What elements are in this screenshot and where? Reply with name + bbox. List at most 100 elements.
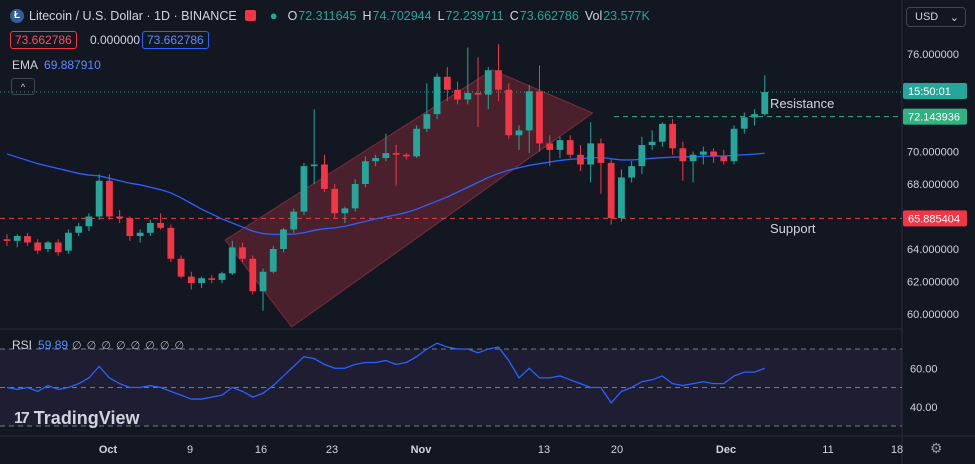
candle-body — [689, 154, 697, 162]
candle-body — [228, 247, 236, 274]
candle-body — [269, 249, 277, 272]
candle-body — [648, 141, 656, 145]
candle-body — [136, 232, 144, 236]
candle-body — [75, 226, 83, 233]
candle-body — [187, 276, 195, 284]
chevron-down-icon: ⌄ — [949, 11, 959, 24]
candle-body — [290, 211, 298, 230]
candle-body — [280, 229, 287, 249]
candle-body — [44, 242, 52, 249]
volume-label: Vol — [584, 8, 603, 23]
candle-body — [351, 184, 359, 209]
close-value: 73.662786 — [519, 8, 579, 23]
candle-body — [618, 177, 625, 219]
candle-body — [239, 247, 246, 259]
rsi-tick-label: 60.00 — [910, 363, 938, 375]
x-tick-label: 23 — [326, 444, 338, 456]
candle-body — [587, 143, 595, 165]
candle-body — [106, 180, 113, 217]
countdown-label: 15:50:01 — [908, 86, 951, 98]
x-tick-label: 20 — [611, 444, 623, 456]
currency-label: USD — [915, 11, 939, 23]
candle-body — [546, 143, 554, 150]
x-tick-label: 9 — [187, 444, 193, 456]
candle-body — [341, 208, 349, 214]
sell-price-button[interactable]: 73.662786 — [10, 31, 77, 49]
rsi-tick-label: 40.00 — [910, 402, 938, 414]
candle-body — [218, 273, 226, 280]
candle-body — [198, 278, 205, 284]
candle-body — [679, 148, 687, 162]
candle-body — [13, 236, 21, 241]
brand-name: TradingView — [33, 408, 140, 428]
ema-legend[interactable]: EMA 69.887910 — [12, 58, 101, 72]
litecoin-icon: Ł — [10, 8, 24, 23]
ema-value: 69.887910 — [44, 58, 101, 72]
open-value: 72.311645 — [298, 8, 357, 23]
candle-body — [433, 76, 441, 115]
candle-body — [321, 164, 328, 189]
candle-body — [146, 223, 154, 233]
ema-label: EMA — [12, 58, 39, 72]
candle-body — [310, 164, 318, 167]
candle-body — [474, 93, 482, 95]
candle-body — [167, 227, 175, 259]
candle-body — [484, 70, 492, 95]
candle-body — [402, 154, 410, 157]
candle-body — [628, 166, 636, 178]
candle-body — [577, 154, 584, 165]
candle-body — [24, 236, 31, 243]
candle-body — [372, 158, 380, 162]
candle-body — [208, 278, 216, 280]
candle-body — [658, 123, 666, 142]
countdown-label-box — [903, 83, 967, 100]
symbol-header: Ł Litecoin / U.S. Dollar · 1D · BINANCE … — [10, 8, 656, 23]
low-label: L — [437, 8, 445, 23]
candle-body — [505, 89, 513, 136]
candle-body — [710, 151, 717, 157]
buy-price-button[interactable]: 73.662786 — [142, 31, 209, 49]
currency-select[interactable]: USD ⌄ — [906, 7, 966, 27]
chevron-up-icon: ^ — [20, 81, 26, 92]
candle-body — [536, 91, 543, 144]
collapse-legend-button[interactable]: ^ — [11, 78, 35, 95]
market-status-icon[interactable] — [244, 10, 256, 21]
candle-body — [566, 140, 574, 155]
rsi-value: 59.89 — [38, 338, 69, 352]
candle-body — [495, 70, 502, 90]
resistance-price-label: 72.143936 — [908, 112, 960, 124]
rsi-na-values: ∅ ∅ ∅ ∅ ∅ ∅ ∅ ∅ — [72, 340, 186, 352]
spread-value: 0.000000 — [90, 33, 141, 47]
visibility-icon[interactable]: ● — [269, 8, 278, 23]
tradingview-logo[interactable]: 17 TradingView — [14, 408, 140, 429]
y-tick-label: 64.000000 — [907, 244, 959, 256]
candle-body — [362, 161, 369, 184]
candle-body — [638, 145, 646, 167]
candle-body — [3, 239, 11, 241]
support-price-label: 65.885404 — [908, 213, 960, 225]
gear-icon[interactable]: ⚙ — [930, 440, 943, 456]
ema-line — [6, 152, 765, 236]
candle-body — [54, 242, 62, 253]
price-channel-drawing — [224, 69, 594, 328]
y-tick-label: 70.000000 — [907, 147, 959, 159]
tradingview-logo-icon: 17 — [14, 409, 30, 427]
y-tick-label: 68.000000 — [907, 179, 959, 191]
resistance-price-label-box — [903, 108, 967, 125]
candle-body — [423, 114, 431, 129]
x-tick-label: Oct — [99, 444, 118, 456]
candle-body — [556, 140, 564, 150]
candle-body — [126, 218, 134, 236]
candle-body — [515, 130, 523, 136]
x-tick-label: 16 — [255, 444, 267, 456]
close-label: C — [509, 8, 519, 23]
candle-body — [413, 128, 420, 157]
support-annotation: Support — [770, 221, 816, 236]
x-tick-label: 13 — [538, 444, 550, 456]
rsi-legend[interactable]: RSI 59.89 ∅ ∅ ∅ ∅ ∅ ∅ ∅ ∅ — [12, 338, 185, 352]
x-tick-label: Dec — [716, 444, 736, 456]
symbol-title[interactable]: Litecoin / U.S. Dollar · 1D · BINANCE — [29, 8, 237, 23]
candle-body — [259, 271, 267, 292]
